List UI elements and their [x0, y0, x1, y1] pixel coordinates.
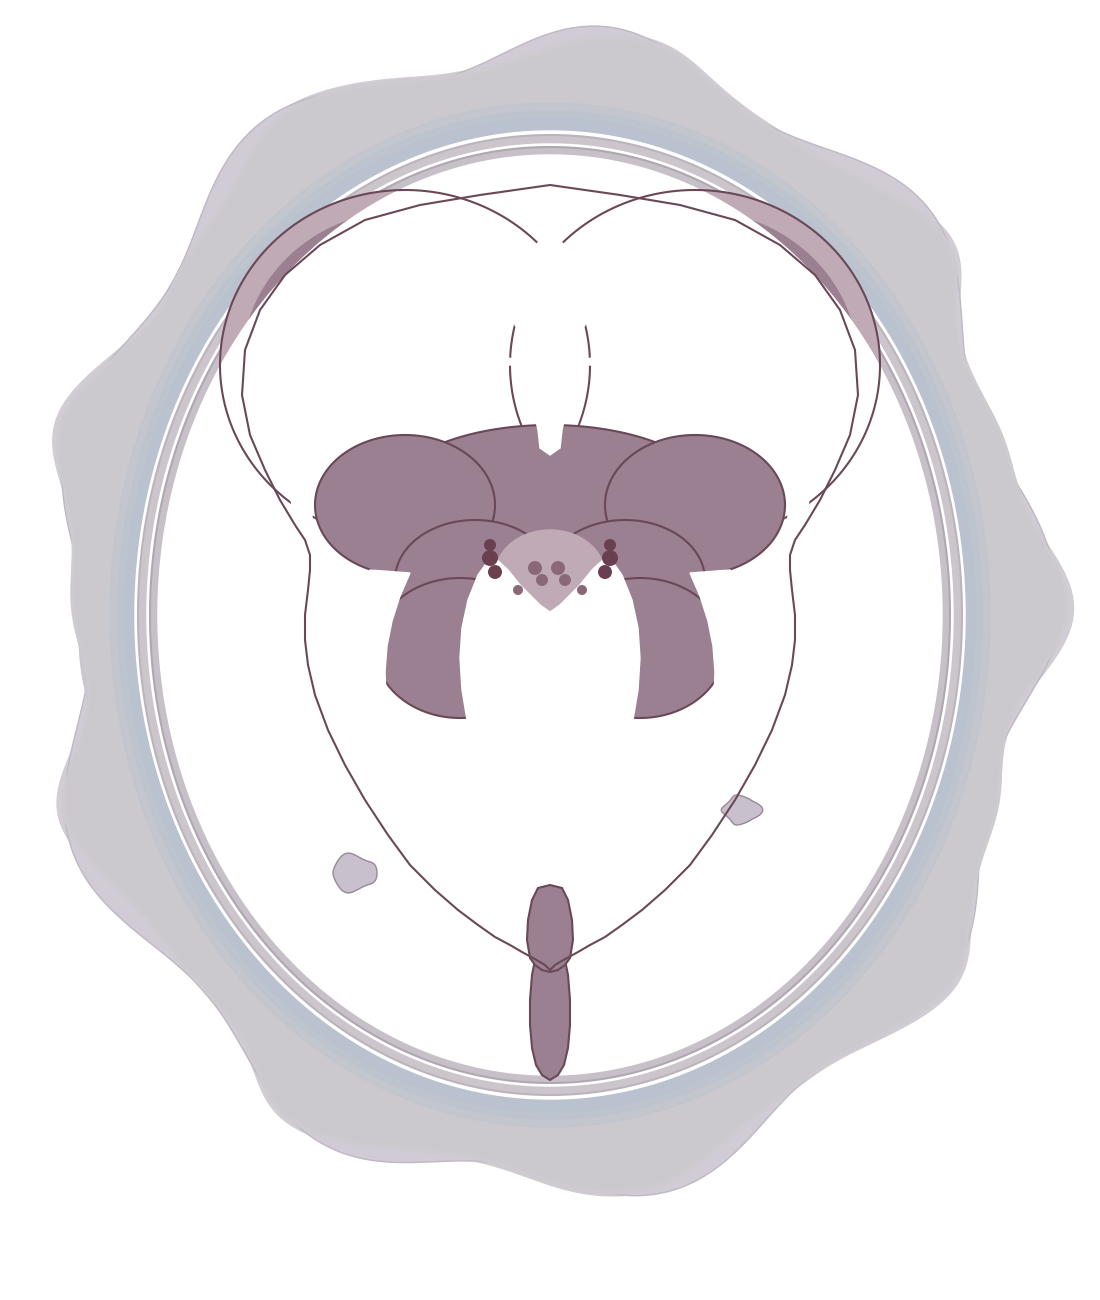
Polygon shape [315, 436, 495, 575]
Polygon shape [565, 243, 825, 488]
Polygon shape [150, 147, 950, 1083]
Polygon shape [540, 627, 780, 923]
Circle shape [513, 585, 522, 595]
Polygon shape [136, 136, 964, 1095]
Polygon shape [125, 118, 975, 1112]
Circle shape [488, 566, 502, 578]
Polygon shape [142, 142, 958, 1088]
Circle shape [484, 540, 496, 551]
Polygon shape [242, 185, 858, 970]
Polygon shape [242, 211, 568, 519]
Polygon shape [90, 75, 1033, 1156]
Polygon shape [379, 701, 500, 849]
Polygon shape [600, 701, 720, 849]
Polygon shape [510, 190, 880, 540]
Circle shape [578, 585, 587, 595]
Polygon shape [333, 853, 377, 893]
Circle shape [482, 550, 498, 566]
Circle shape [559, 575, 571, 586]
Polygon shape [593, 558, 792, 874]
Polygon shape [395, 520, 556, 640]
Polygon shape [53, 34, 1074, 1196]
Polygon shape [130, 125, 970, 1105]
Polygon shape [152, 152, 948, 1078]
Polygon shape [79, 69, 1021, 1161]
Polygon shape [154, 153, 946, 1076]
Polygon shape [600, 569, 752, 823]
Polygon shape [495, 530, 605, 620]
Polygon shape [130, 130, 970, 1100]
Polygon shape [348, 569, 500, 823]
Circle shape [536, 575, 548, 586]
Polygon shape [460, 558, 640, 828]
Polygon shape [138, 135, 962, 1095]
Polygon shape [62, 26, 1066, 1196]
Circle shape [551, 562, 565, 575]
Polygon shape [60, 40, 1065, 1190]
Polygon shape [147, 144, 953, 1086]
Polygon shape [320, 627, 560, 923]
Polygon shape [118, 111, 982, 1119]
Polygon shape [530, 946, 570, 1080]
Polygon shape [270, 462, 312, 650]
Polygon shape [464, 558, 636, 774]
Polygon shape [532, 211, 858, 519]
Polygon shape [57, 36, 1067, 1193]
Polygon shape [135, 133, 965, 1097]
Polygon shape [722, 796, 762, 826]
Polygon shape [375, 578, 544, 718]
Polygon shape [158, 155, 942, 1075]
Polygon shape [135, 131, 965, 1098]
Polygon shape [110, 103, 990, 1127]
Polygon shape [788, 462, 831, 650]
Polygon shape [510, 566, 590, 666]
Polygon shape [434, 225, 666, 455]
Polygon shape [155, 155, 945, 1075]
Polygon shape [162, 162, 938, 1067]
Polygon shape [148, 148, 952, 1082]
Circle shape [598, 566, 612, 578]
Polygon shape [57, 36, 1068, 1193]
Polygon shape [220, 190, 590, 540]
Polygon shape [342, 654, 538, 897]
Circle shape [528, 562, 542, 575]
Circle shape [604, 540, 616, 551]
Polygon shape [605, 436, 785, 575]
Polygon shape [544, 520, 705, 640]
Polygon shape [562, 654, 758, 897]
Polygon shape [527, 885, 573, 972]
Polygon shape [385, 425, 715, 575]
Polygon shape [308, 558, 507, 874]
Polygon shape [75, 56, 1049, 1174]
Polygon shape [556, 578, 725, 718]
Circle shape [602, 550, 618, 566]
Polygon shape [275, 243, 535, 488]
